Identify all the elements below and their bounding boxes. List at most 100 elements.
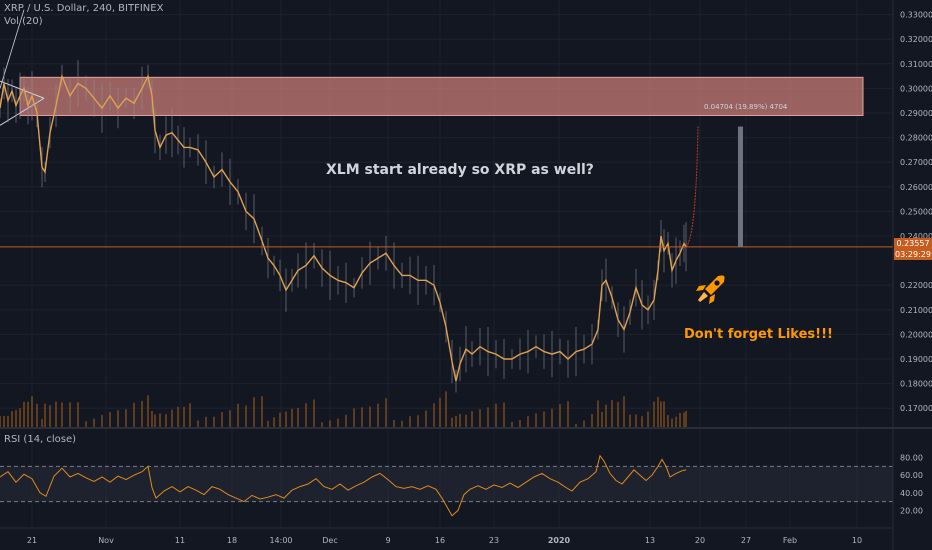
x-tick-label: 13 (645, 536, 655, 545)
y-tick-label: 0.28000 (900, 134, 932, 143)
volume-bar (487, 407, 489, 428)
volume-bar (439, 397, 441, 428)
volume-bar (551, 408, 553, 428)
volume-bar (313, 399, 315, 428)
volume-bar (151, 411, 153, 428)
projection-curve (685, 126, 699, 248)
volume-bar (635, 414, 637, 428)
volume-bar (685, 411, 687, 428)
volume-bar (31, 396, 33, 428)
rsi-band (0, 466, 893, 502)
y-tick-label: 0.26000 (900, 183, 932, 192)
volume-bar (285, 411, 287, 428)
volume-bar (19, 408, 21, 428)
x-tick-label: 16 (435, 536, 445, 545)
y-tick-label: 0.21000 (900, 306, 932, 315)
volume-indicator-label[interactable]: Vol (20) (4, 16, 43, 27)
measure-bar (738, 126, 743, 247)
volume-bar (385, 398, 387, 428)
volume-bar (253, 397, 255, 428)
y-tick-label: 0.19000 (900, 355, 932, 364)
volume-bar (36, 403, 38, 428)
volume-bar (165, 414, 167, 428)
volume-bar (601, 412, 603, 428)
volume-bar (583, 420, 585, 428)
volume-bar (261, 396, 263, 428)
price-axis-ticks: 0.33000 0.32000 0.31000 0.30000 0.29000 0.280… (900, 11, 932, 414)
y-tick-label: 0.30000 (900, 84, 932, 93)
volume-bar (543, 411, 545, 428)
x-tick-label: Dec (322, 536, 337, 545)
rsi-tick-label: 20.00 (900, 506, 923, 515)
volume-bar (23, 401, 25, 428)
volume-bar (471, 411, 473, 428)
volume-bar (85, 421, 87, 428)
volume-bar (465, 414, 467, 428)
volume-bar (267, 420, 269, 428)
volume-bar (535, 413, 537, 428)
volume-bar (7, 415, 9, 428)
y-tick-label: 0.24000 (900, 232, 932, 241)
x-tick-label: 20 (695, 536, 705, 545)
volume-bar (329, 420, 331, 428)
volume-bar (519, 419, 521, 428)
volume-bar (279, 412, 281, 428)
volume-bar (117, 410, 119, 428)
volume-bar (445, 391, 447, 428)
annotation-main-text: XLM start already so XRP as well? (326, 162, 594, 178)
annotation-likes-text: Don't forget Likes!!! (684, 327, 833, 342)
volume-bar (653, 401, 655, 428)
y-tick-label: 0.31000 (900, 60, 932, 69)
x-tick-label: 27 (741, 536, 751, 545)
y-tick-label: 0.25000 (900, 207, 932, 216)
volume-bar (229, 410, 231, 428)
volume-bar (361, 407, 363, 428)
volume-bar (93, 418, 95, 428)
rocket-icon (696, 275, 725, 304)
volume-bar (629, 414, 631, 428)
rsi-indicator-label[interactable]: RSI (14, close) (4, 434, 77, 445)
volume-bar (125, 409, 127, 428)
volume-bar (611, 400, 613, 428)
volume-bar (503, 402, 505, 428)
volume-bar (189, 403, 191, 428)
volume-bar (237, 403, 239, 428)
volume-bar (183, 406, 185, 428)
y-tick-label: 0.22000 (900, 281, 932, 290)
volume-bar (591, 414, 593, 428)
volume-bar (495, 403, 497, 428)
volume-bar (511, 421, 513, 428)
y-tick-label: 0.20000 (900, 330, 932, 339)
volume-bar (11, 411, 13, 428)
volume-bar (77, 402, 79, 428)
x-tick-label: 11 (175, 536, 185, 545)
y-tick-label: 0.27000 (900, 158, 932, 167)
volume-bar (401, 420, 403, 428)
volume-bar (171, 409, 173, 428)
volume-bar (221, 412, 223, 428)
volume-bar (641, 416, 643, 428)
volume-bar (667, 415, 669, 428)
volume-bar (55, 401, 57, 428)
volume-bar (605, 404, 607, 428)
y-tick-label: 0.33000 (900, 11, 932, 20)
volume-bar (657, 397, 659, 428)
wedge-lower-line (0, 97, 45, 126)
volume-bar (353, 408, 355, 428)
volume-bar (41, 419, 43, 428)
volume-bar (245, 405, 247, 428)
volume-bar (321, 422, 323, 428)
volume-bar (527, 416, 529, 428)
measure-label: 0.04704 (19.89%) 4704 (704, 103, 788, 111)
volume-bar (575, 424, 577, 428)
volume-bar (213, 416, 215, 428)
volume-bar (3, 415, 5, 428)
volume-bars (0, 391, 687, 428)
x-tick-label: 21 (27, 536, 37, 545)
price-series-line (0, 73, 687, 382)
volume-bar (154, 414, 156, 428)
y-tick-label: 0.17000 (900, 404, 932, 413)
volume-bar (0, 416, 1, 428)
volume-bar (345, 414, 347, 428)
